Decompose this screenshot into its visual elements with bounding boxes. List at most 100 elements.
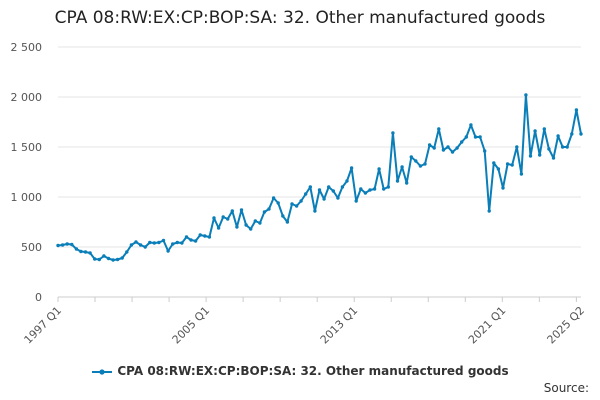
data-point[interactable] [102,254,106,258]
data-point[interactable] [423,162,427,166]
data-point[interactable] [212,216,216,220]
data-point[interactable] [125,250,129,254]
data-point[interactable] [189,238,193,242]
data-point[interactable] [304,192,308,196]
data-point[interactable] [152,241,156,245]
data-point[interactable] [441,148,446,152]
data-point[interactable] [437,127,441,131]
data-point[interactable] [542,127,546,131]
data-point[interactable] [239,208,244,212]
data-point[interactable] [354,199,358,203]
data-point[interactable] [483,149,487,153]
data-point[interactable] [184,235,189,239]
data-point[interactable] [478,135,482,139]
data-point[interactable] [313,209,317,213]
data-point[interactable] [235,225,239,229]
data-point[interactable] [455,146,459,150]
data-point[interactable] [547,147,551,151]
data-point[interactable] [446,145,450,149]
data-point[interactable] [60,243,65,247]
data-point[interactable] [450,150,455,154]
data-point[interactable] [203,234,207,238]
data-point[interactable] [409,155,413,159]
data-point[interactable] [157,240,161,245]
data-point[interactable] [579,132,583,136]
data-point[interactable] [349,166,354,170]
data-point[interactable] [496,167,501,171]
data-point[interactable] [97,257,102,262]
data-point[interactable] [565,145,569,149]
data-point[interactable] [473,135,478,139]
data-point[interactable] [368,188,372,192]
data-point[interactable] [340,185,345,189]
data-point[interactable] [363,191,368,195]
data-point[interactable] [226,217,230,221]
data-point[interactable] [427,143,432,147]
data-point[interactable] [464,135,468,139]
data-point[interactable] [336,196,340,200]
data-point[interactable] [129,243,134,247]
data-point[interactable] [317,188,322,192]
data-point[interactable] [556,134,560,138]
data-point[interactable] [501,186,505,190]
data-point[interactable] [267,207,271,211]
data-point[interactable] [115,257,120,262]
data-point[interactable] [93,257,97,261]
data-point[interactable] [79,249,83,254]
data-point[interactable] [276,201,280,205]
data-point[interactable] [70,242,74,247]
data-point[interactable] [106,256,111,261]
data-point[interactable] [198,233,202,237]
data-point[interactable] [519,172,524,176]
data-point[interactable] [515,145,519,149]
data-point[interactable] [148,240,152,245]
data-point[interactable] [469,123,473,127]
data-point[interactable] [460,140,464,144]
data-point[interactable] [230,209,234,213]
data-point[interactable] [262,210,267,214]
data-point[interactable] [111,258,115,262]
data-point[interactable] [180,241,184,245]
data-point[interactable] [386,185,390,189]
data-point[interactable] [382,187,386,191]
data-point[interactable] [322,197,326,201]
data-point[interactable] [345,179,349,183]
data-point[interactable] [308,185,312,189]
data-point[interactable] [143,245,147,249]
data-point[interactable] [505,162,510,166]
data-point[interactable] [487,209,491,213]
data-point[interactable] [138,243,143,247]
data-point[interactable] [171,242,175,246]
data-point[interactable] [207,235,212,239]
data-point[interactable] [574,108,579,112]
data-point[interactable] [216,226,221,230]
data-point[interactable] [405,181,409,185]
data-point[interactable] [391,131,395,135]
data-point[interactable] [193,239,198,243]
data-point[interactable] [299,199,303,203]
data-point[interactable] [551,156,556,160]
data-point[interactable] [285,220,290,224]
data-point[interactable] [83,250,88,254]
data-point[interactable] [533,129,537,133]
data-point[interactable] [88,251,92,255]
data-point[interactable] [560,145,565,149]
data-point[interactable] [331,189,335,193]
data-point[interactable] [161,238,166,243]
data-point[interactable] [271,196,276,200]
data-point[interactable] [258,221,262,225]
data-point[interactable] [175,240,179,245]
data-point[interactable] [492,161,496,165]
data-point[interactable] [524,93,528,97]
data-point[interactable] [244,223,248,227]
data-point[interactable] [134,240,138,244]
data-point[interactable] [414,159,418,163]
data-point[interactable] [395,179,400,183]
data-point[interactable] [74,247,79,251]
data-point[interactable] [432,146,436,150]
data-point[interactable] [327,185,331,189]
data-point[interactable] [570,132,574,136]
data-point[interactable] [418,164,423,168]
data-point[interactable] [528,154,533,158]
data-point[interactable] [377,167,381,171]
